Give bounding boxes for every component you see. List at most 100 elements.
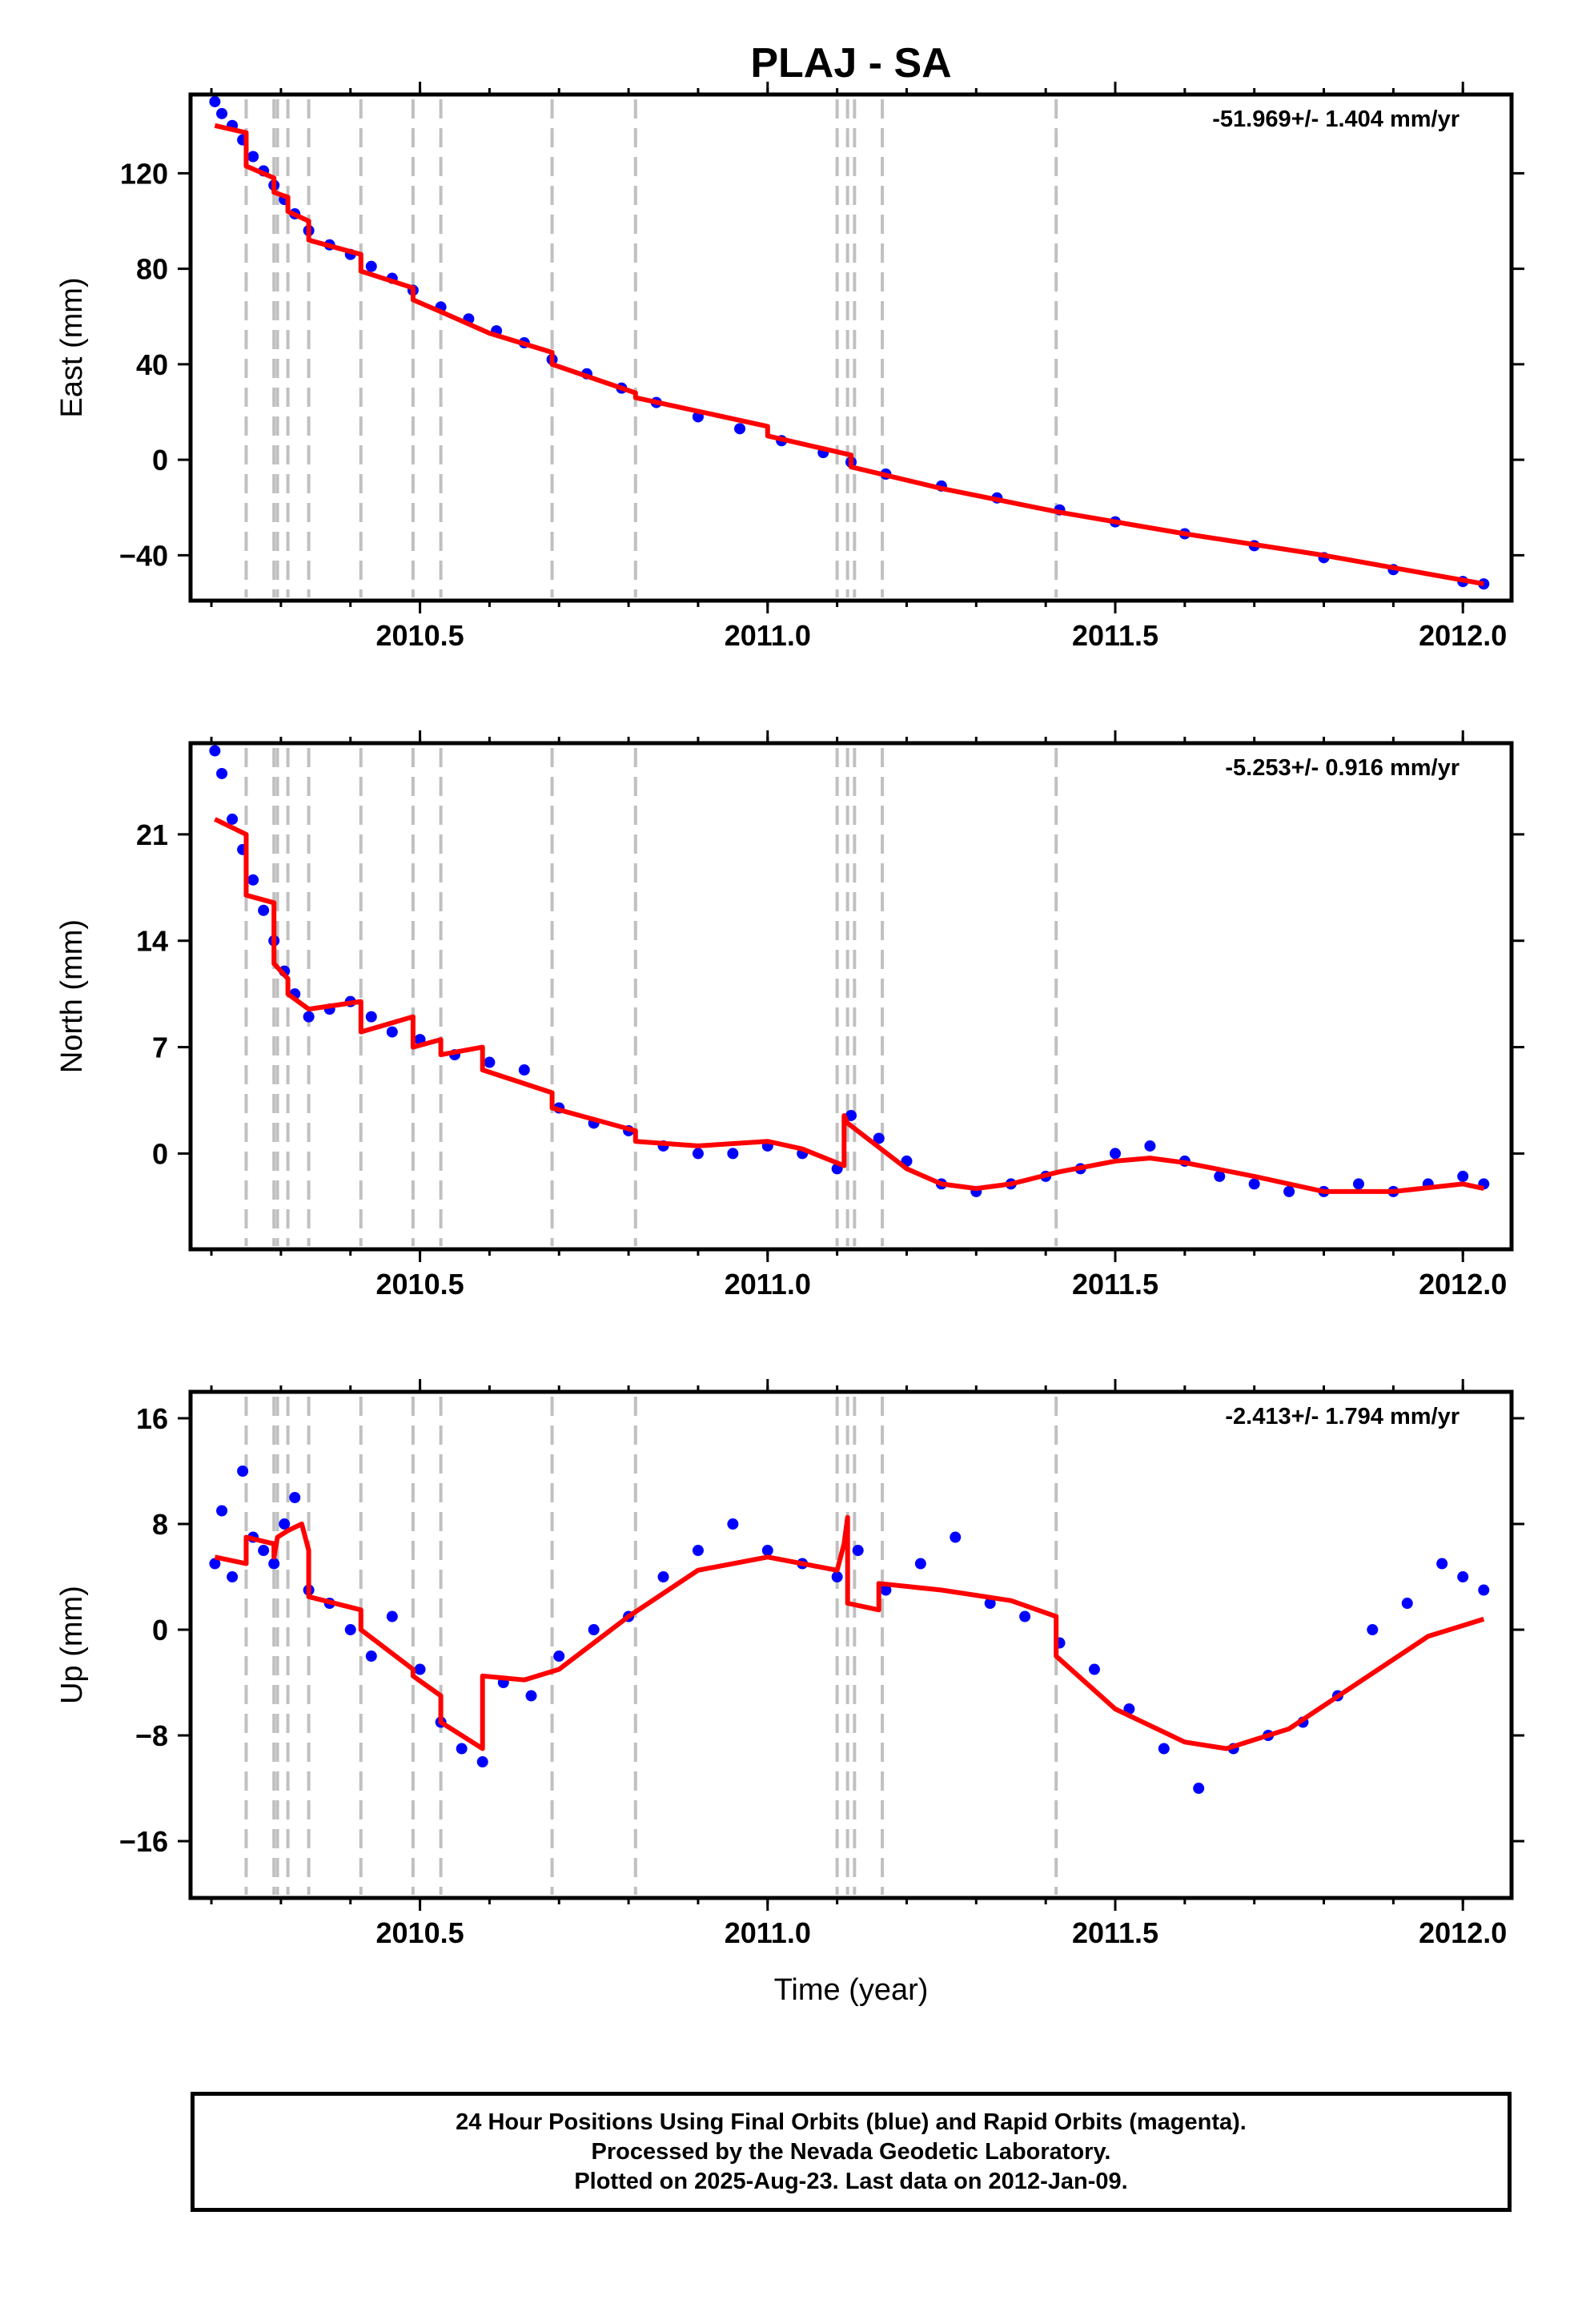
x-tick-label: 2011.5 [1072, 1268, 1158, 1301]
data-point [1436, 1558, 1448, 1570]
data-point [761, 1545, 773, 1557]
model-fit-line [214, 1514, 1485, 1751]
data-point [727, 1148, 739, 1160]
data-point [476, 1756, 488, 1768]
data-point [1457, 1170, 1469, 1182]
y-tick-label: 8 [152, 1508, 168, 1541]
up-panel: 2010.5 2011.0 2011.5 2012.0 −16 −8 0 8 16 Up (mm)… [55, 1379, 1524, 1949]
data-point [692, 1545, 704, 1557]
x-tick-label: 2012.0 [1419, 1916, 1507, 1949]
data-point [657, 1571, 669, 1583]
data-point [209, 745, 221, 757]
data-point [734, 423, 746, 435]
x-tick-label: 2010.5 [376, 1916, 464, 1949]
data-point [914, 1558, 926, 1570]
x-tick-label: 2011.0 [725, 1268, 811, 1301]
east-axis-title: East (mm) [55, 277, 89, 417]
data-point [1019, 1610, 1031, 1622]
data-point [365, 1011, 377, 1023]
data-point [1352, 1178, 1364, 1190]
data-point [1367, 1624, 1379, 1636]
north-rate-label: -5.253+/- 0.916 mm/yr [1225, 755, 1460, 781]
data-point [386, 1610, 398, 1622]
y-tick-label: 21 [136, 818, 168, 851]
up-rate-label: -2.413+/- 1.794 mm/yr [1225, 1404, 1460, 1429]
data-point [852, 1545, 864, 1557]
y-tick-label: −16 [119, 1825, 168, 1858]
data-point [216, 767, 228, 779]
data-point [268, 1558, 280, 1570]
plot-frame [188, 741, 1514, 1252]
chart-title: PLAJ - SA [750, 40, 951, 86]
footer-line-orbits: 24 Hour Positions Using Final Orbits (bl… [456, 2109, 1247, 2135]
data-point [1401, 1598, 1413, 1610]
data-point [365, 1651, 377, 1663]
y-tick-label: −8 [135, 1719, 168, 1752]
footer-caption-box: 24 Hour Positions Using Final Orbits (bl… [191, 2092, 1512, 2212]
y-tick-label: 0 [152, 1614, 168, 1647]
plot-frame [188, 92, 1514, 603]
model-fit-line [214, 817, 1484, 1194]
data-point [279, 1518, 291, 1530]
x-tick-label: 2011.5 [1072, 1916, 1158, 1949]
y-tick-label: 120 [120, 157, 168, 190]
data-point [484, 1056, 496, 1068]
data-point [1457, 1571, 1469, 1583]
y-tick-label: 0 [152, 444, 168, 476]
data-point [1110, 1148, 1121, 1160]
data-point [386, 1026, 398, 1038]
data-point [1478, 1584, 1490, 1596]
data-point [518, 1064, 530, 1076]
data-point [831, 1571, 843, 1583]
x-tick-label: 2012.0 [1419, 1268, 1507, 1301]
footer-line-processor: Processed by the Nevada Geodetic Laborat… [591, 2138, 1111, 2165]
y-tick-label: 7 [152, 1031, 168, 1064]
east-rate-label: -51.969+/- 1.404 mm/yr [1212, 107, 1460, 132]
y-tick-label: 40 [136, 348, 168, 381]
x-tick-label: 2010.5 [376, 1268, 464, 1301]
data-point [553, 1651, 565, 1663]
data-point [456, 1743, 468, 1755]
data-point [209, 1558, 221, 1570]
data-point [216, 107, 228, 119]
data-point [525, 1690, 537, 1702]
data-point [209, 95, 221, 107]
plot-frame [188, 1389, 1514, 1900]
data-point [303, 1011, 315, 1023]
model-fit-line [214, 123, 1484, 587]
x-tick-label: 2011.0 [725, 1916, 811, 1949]
y-tick-label: 0 [152, 1137, 168, 1170]
data-point [950, 1531, 962, 1543]
data-point [365, 260, 377, 272]
data-point [588, 1624, 600, 1636]
data-point [289, 1492, 301, 1504]
x-axis-title: Time (year) [774, 1973, 929, 2007]
data-point [227, 1571, 239, 1583]
y-tick-label: −40 [119, 539, 168, 572]
data-point [227, 813, 239, 825]
data-point [1193, 1783, 1205, 1795]
data-point [247, 874, 259, 886]
data-point [247, 151, 259, 163]
data-point [984, 1598, 996, 1610]
footer-line-plot-date: Plotted on 2025-Aug-23. Last data on 201… [574, 2168, 1128, 2194]
east-panel: 2010.5 2011.0 2011.5 2012.0 −40 0 40 80 120 East … [55, 82, 1524, 652]
data-point [216, 1505, 228, 1517]
data-point [692, 1148, 704, 1160]
x-tick-label: 2011.0 [725, 619, 811, 652]
data-point [258, 1545, 270, 1557]
y-tick-label: 16 [136, 1402, 168, 1435]
y-tick-label: 14 [136, 925, 168, 958]
data-point [1088, 1663, 1100, 1675]
x-tick-label: 2012.0 [1419, 619, 1507, 652]
data-point [845, 1109, 857, 1121]
data-point [1283, 1185, 1295, 1197]
north-panel: 2010.5 2011.0 2011.5 2012.0 0 7 14 21 North (mm)… [55, 730, 1524, 1301]
data-point [880, 1584, 892, 1596]
data-point [727, 1518, 739, 1530]
x-tick-label: 2011.5 [1072, 619, 1158, 652]
north-axis-title: North (mm) [55, 919, 89, 1073]
data-point [1214, 1170, 1226, 1182]
data-point [873, 1132, 885, 1144]
x-tick-label: 2010.5 [376, 619, 464, 652]
